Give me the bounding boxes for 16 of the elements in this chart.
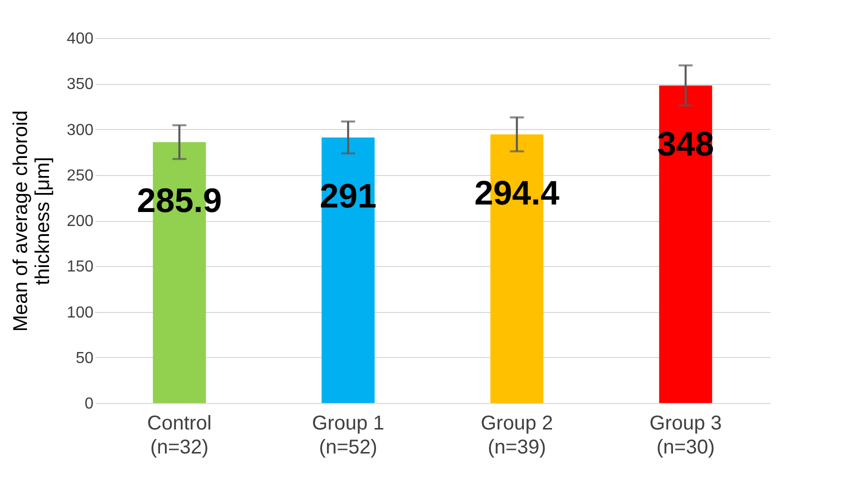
y-tick-label: 200 bbox=[66, 213, 94, 230]
x-tick-label: Group 1 (n=52) bbox=[312, 412, 384, 458]
x-tick-label: Group 3 (n=30) bbox=[649, 412, 722, 458]
bar bbox=[659, 85, 712, 403]
y-tick-label: 300 bbox=[66, 122, 94, 139]
y-tick-label: 350 bbox=[66, 76, 94, 94]
y-tick-label: 0 bbox=[84, 396, 94, 412]
y-tick-label: 100 bbox=[66, 304, 94, 322]
bar bbox=[322, 137, 375, 403]
y-axis-title: Mean of average choroid thickness [μm] bbox=[10, 110, 54, 332]
x-tick-label: Control (n=32) bbox=[147, 412, 212, 458]
y-tick-label: 50 bbox=[76, 350, 94, 367]
y-tick-label: 400 bbox=[66, 30, 94, 48]
y-tick-label: 250 bbox=[66, 167, 94, 184]
x-tick-label: Group 2 (n=39) bbox=[480, 412, 554, 458]
y-tick-label: 150 bbox=[66, 258, 94, 276]
